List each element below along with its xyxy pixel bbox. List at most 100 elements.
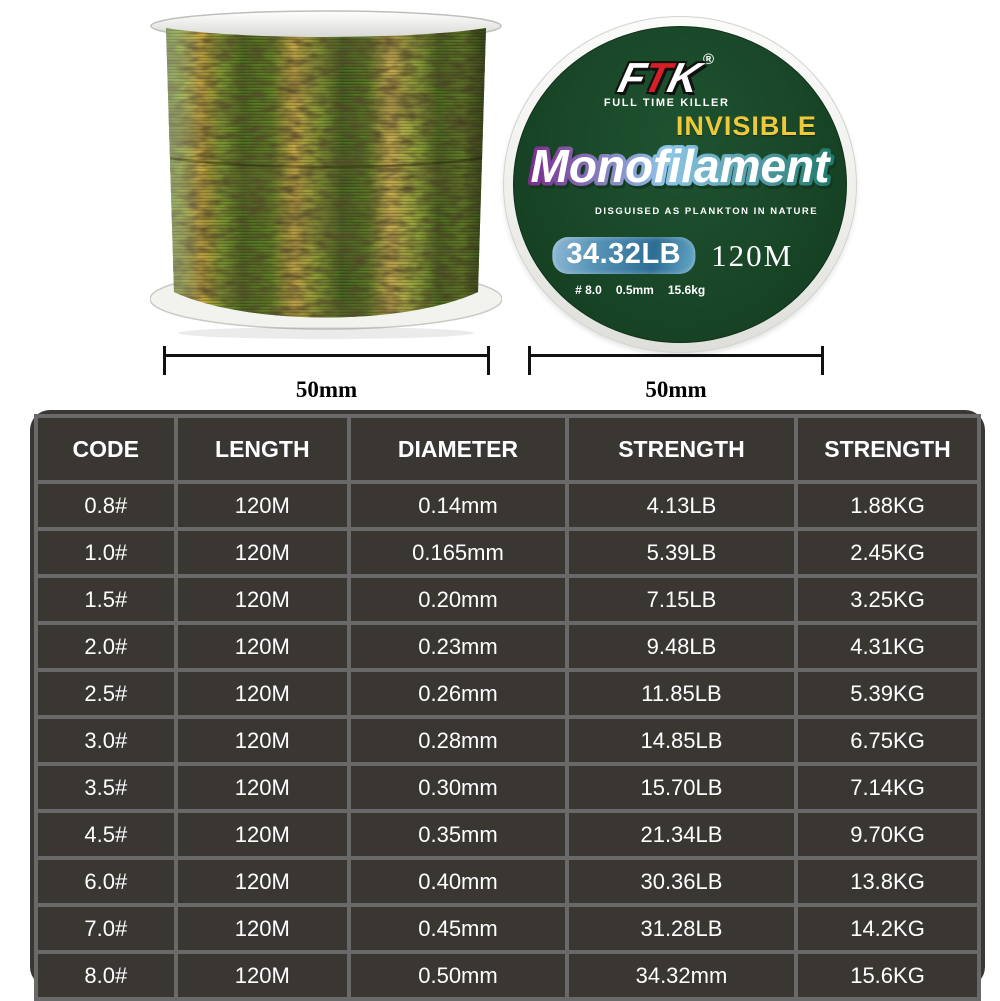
line-length: 120M bbox=[711, 237, 794, 273]
column-header: DIAMETER bbox=[347, 414, 569, 484]
table-cell: 1.5# bbox=[34, 574, 178, 625]
table-cell: 14.2KG bbox=[794, 903, 981, 954]
table-cell: 120M bbox=[173, 574, 352, 625]
spec-strength: 15.6kg bbox=[667, 283, 706, 297]
column-header: LENGTH bbox=[173, 414, 352, 484]
table-cell: 3.25KG bbox=[794, 574, 981, 625]
table-cell: 0.26mm bbox=[347, 668, 569, 719]
strength-badge: 34.32LB bbox=[552, 237, 696, 274]
table-cell: 120M bbox=[173, 903, 352, 954]
table-cell: 14.85LB bbox=[564, 715, 799, 766]
column-header: STRENGTH bbox=[564, 414, 799, 484]
table-row: 3.5# 120M 0.30mm 15.70LB 7.14KG bbox=[34, 762, 981, 813]
size-ruler-left: 50mm bbox=[163, 346, 490, 406]
table-cell: 7.15LB bbox=[564, 574, 799, 625]
table-cell: 5.39KG bbox=[794, 668, 981, 719]
table-cell: 120M bbox=[173, 668, 352, 719]
table-row: CODE LENGTH DIAMETER STRENGTH STRENGTH bbox=[34, 414, 981, 484]
table-cell: 21.34LB bbox=[564, 809, 799, 860]
table-cell: 0.40mm bbox=[347, 856, 569, 907]
table-row: 7.0# 120M 0.45mm 31.28LB 14.2KG bbox=[34, 903, 981, 954]
table-cell: 9.48LB bbox=[564, 621, 799, 672]
table-cell: 7.14KG bbox=[794, 762, 981, 813]
table-cell: 2.5# bbox=[34, 668, 178, 719]
ruler-line bbox=[528, 354, 824, 357]
product-name: Monofilament bbox=[531, 140, 832, 192]
table-cell: 2.0# bbox=[34, 621, 178, 672]
table-cell: 31.28LB bbox=[564, 903, 799, 954]
table-cell: 9.70KG bbox=[794, 809, 981, 860]
table-cell: 3.5# bbox=[34, 762, 178, 813]
feature-text: INVISIBLE bbox=[675, 111, 817, 141]
column-header: STRENGTH bbox=[794, 414, 981, 484]
table-cell: 34.32mm bbox=[564, 950, 799, 1001]
trademark-symbol: ® bbox=[703, 51, 715, 68]
table-cell: 120M bbox=[173, 856, 352, 907]
table-cell: 120M bbox=[173, 809, 352, 860]
label-spool: FTK® FULL TIME KILLER INVISIBLE Monofila… bbox=[503, 16, 857, 353]
table-cell: 0.30mm bbox=[347, 762, 569, 813]
label-slogan: DISGUISED AS PLANKTON IN NATURE bbox=[594, 206, 819, 217]
table-cell: 11.85LB bbox=[564, 668, 799, 719]
table-cell: 120M bbox=[173, 621, 352, 672]
table-row: 0.8# 120M 0.14mm 4.13LB 1.88KG bbox=[34, 480, 981, 531]
table-cell: 0.8# bbox=[34, 480, 178, 531]
table-cell: 5.39LB bbox=[564, 527, 799, 578]
ruler-end-cap bbox=[821, 346, 824, 375]
table-cell: 0.20mm bbox=[347, 574, 569, 625]
ruler-end-cap bbox=[528, 346, 531, 375]
ruler-label: 50mm bbox=[645, 377, 707, 402]
table-cell: 120M bbox=[173, 950, 352, 1001]
table-row: 4.5# 120M 0.35mm 21.34LB 9.70KG bbox=[34, 809, 981, 860]
table-row: 2.5# 120M 0.26mm 11.85LB 5.39KG bbox=[34, 668, 981, 719]
spec-table-head: CODE LENGTH DIAMETER STRENGTH STRENGTH bbox=[34, 414, 981, 484]
table-cell: 8.0# bbox=[34, 950, 178, 1001]
table-cell: 2.45KG bbox=[794, 527, 981, 578]
ruler-label: 50mm bbox=[295, 377, 358, 402]
spec-diameter: 0.5mm bbox=[615, 283, 654, 297]
table-cell: 4.31KG bbox=[794, 621, 981, 672]
strength-length-row: 34.32LB 120M bbox=[552, 237, 793, 274]
camo-line-spool-image bbox=[150, 10, 502, 339]
spec-table-panel: CODE LENGTH DIAMETER STRENGTH STRENGTH 0.8# 1… bbox=[30, 410, 985, 1001]
label-specs: # 8.0 0.5mm 15.6kg bbox=[568, 283, 712, 297]
table-cell: 6.75KG bbox=[794, 715, 981, 766]
spec-table: CODE LENGTH DIAMETER STRENGTH STRENGTH 0.8# 1… bbox=[34, 414, 981, 1001]
spec-code: # 8.0 bbox=[575, 283, 602, 297]
table-cell: 120M bbox=[173, 715, 352, 766]
table-cell: 0.14mm bbox=[347, 480, 569, 531]
table-row: 8.0# 120M 0.50mm 34.32mm 15.6KG bbox=[34, 950, 981, 1001]
column-header: CODE bbox=[34, 414, 178, 484]
table-cell: 120M bbox=[173, 527, 352, 578]
table-cell: 30.36LB bbox=[564, 856, 799, 907]
table-cell: 120M bbox=[173, 762, 352, 813]
table-cell: 0.23mm bbox=[347, 621, 569, 672]
ruler-end-cap bbox=[163, 346, 166, 375]
product-name-art: Monofilament bbox=[527, 137, 835, 196]
ruler-line bbox=[163, 354, 490, 357]
table-cell: 120M bbox=[173, 480, 352, 531]
table-cell: 0.45mm bbox=[347, 903, 569, 954]
table-cell: 0.165mm bbox=[347, 527, 569, 578]
brand-tagline: FULL TIME KILLER bbox=[603, 97, 730, 109]
table-cell: 1.88KG bbox=[794, 480, 981, 531]
table-cell: 0.28mm bbox=[347, 715, 569, 766]
table-cell: 15.6KG bbox=[794, 950, 981, 1001]
table-cell: 0.50mm bbox=[347, 950, 569, 1001]
table-cell: 1.0# bbox=[34, 527, 178, 578]
ruler-end-cap bbox=[487, 346, 490, 375]
table-cell: 4.13LB bbox=[564, 480, 799, 531]
table-cell: 7.0# bbox=[34, 903, 178, 954]
brand-logo: FTK® bbox=[614, 51, 715, 101]
table-row: 1.5# 120M 0.20mm 7.15LB 3.25KG bbox=[34, 574, 981, 625]
table-cell: 15.70LB bbox=[564, 762, 799, 813]
table-cell: 6.0# bbox=[34, 856, 178, 907]
table-cell: 4.5# bbox=[34, 809, 178, 860]
table-cell: 0.35mm bbox=[347, 809, 569, 860]
table-row: 1.0# 120M 0.165mm 5.39LB 2.45KG bbox=[34, 527, 981, 578]
table-row: 2.0# 120M 0.23mm 9.48LB 4.31KG bbox=[34, 621, 981, 672]
label-face: FTK® FULL TIME KILLER INVISIBLE Monofila… bbox=[513, 26, 847, 343]
table-row: 6.0# 120M 0.40mm 30.36LB 13.8KG bbox=[34, 856, 981, 907]
spec-table-body: 0.8# 120M 0.14mm 4.13LB 1.88KG 1.0# 120M 0.165m… bbox=[34, 480, 981, 1001]
